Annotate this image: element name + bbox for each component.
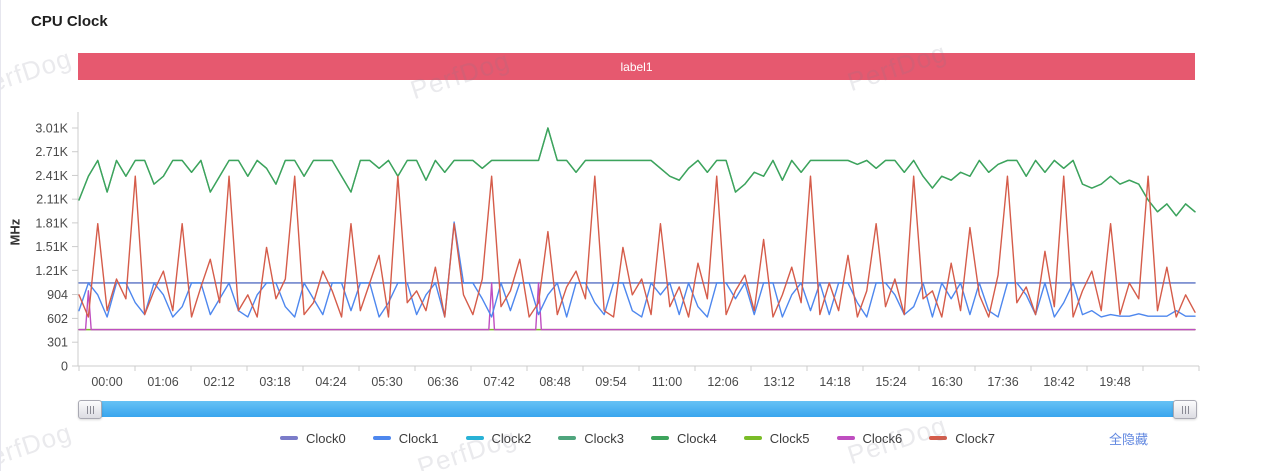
x-tick-label: 12:06 — [707, 375, 738, 389]
datazoom-slider[interactable] — [78, 400, 1197, 419]
legend-item-clock5[interactable]: Clock5 — [743, 430, 810, 446]
y-axis-title: MHz — [7, 218, 23, 246]
y-tick-label: 1.21K — [35, 264, 68, 278]
page-title: CPU Clock — [31, 13, 108, 30]
legend-item-clock1[interactable]: Clock1 — [372, 430, 439, 446]
x-tick-label: 05:30 — [371, 375, 402, 389]
legend-swatch-icon — [465, 436, 484, 440]
x-tick-label: 19:48 — [1099, 375, 1130, 389]
legend-swatch-icon — [280, 436, 298, 440]
x-tick-label: 14:18 — [819, 375, 850, 389]
x-tick-label: 01:06 — [147, 375, 178, 389]
datazoom-right-handle-icon[interactable] — [1173, 400, 1197, 419]
legend-item-clock2[interactable]: Clock2 — [465, 430, 532, 446]
label-banner-text: label1 — [620, 59, 653, 74]
y-tick-label: 1.51K — [35, 240, 68, 254]
legend-label: Clock2 — [491, 430, 532, 446]
x-tick-label: 04:24 — [315, 375, 346, 389]
datazoom-track[interactable] — [90, 401, 1185, 417]
x-tick-label: 18:42 — [1043, 375, 1074, 389]
legend-item-clock6[interactable]: Clock6 — [836, 430, 903, 446]
legend-label: Clock0 — [306, 430, 346, 446]
y-tick-label: 0 — [61, 360, 68, 374]
legend-label: Clock3 — [584, 430, 624, 446]
hide-all-link[interactable]: 全隐藏 — [1109, 432, 1149, 447]
legend-item-clock7[interactable]: Clock7 — [929, 431, 995, 446]
legend-label: Clock6 — [862, 430, 903, 446]
legend-swatch-icon — [372, 436, 391, 440]
x-tick-label: 09:54 — [595, 375, 626, 389]
legend-swatch-icon — [929, 436, 948, 440]
y-tick-label: 1.81K — [35, 216, 68, 230]
legend-item-clock0[interactable]: Clock0 — [280, 431, 346, 446]
legend-label: Clock5 — [769, 430, 810, 446]
y-tick-label: 3.01K — [35, 122, 68, 136]
datazoom-left-handle-icon[interactable] — [78, 400, 102, 419]
legend-swatch-icon — [651, 436, 669, 440]
x-tick-label: 03:18 — [259, 375, 290, 389]
legend-swatch-icon — [558, 436, 577, 440]
legend-swatch-icon — [836, 436, 855, 440]
x-tick-label: 17:36 — [987, 375, 1018, 389]
series-line-clock1 — [78, 221, 1196, 318]
legend-item-clock4[interactable]: Clock4 — [651, 431, 717, 446]
x-tick-label: 16:30 — [931, 375, 962, 389]
y-tick-label: 2.71K — [35, 145, 68, 159]
series-line-clock4 — [78, 127, 1196, 217]
x-tick-label: 11:00 — [652, 375, 682, 389]
y-tick-label: 2.11K — [36, 193, 68, 207]
y-tick-label: 2.41K — [35, 169, 68, 183]
x-tick-label: 07:42 — [483, 375, 514, 389]
series-line-clock7 — [78, 175, 1196, 318]
legend-swatch-icon — [743, 436, 762, 440]
y-tick-label: 904 — [47, 288, 68, 302]
x-tick-label: 06:36 — [427, 375, 458, 389]
x-tick-label: 13:12 — [763, 375, 794, 389]
x-tick-label: 08:48 — [539, 375, 570, 389]
x-tick-label: 02:12 — [203, 375, 234, 389]
legend: Clock0 Clock1 Clock2 Clock3 Clock4 Clock5 Cloc… — [78, 428, 1197, 448]
legend-label: Clock7 — [955, 430, 995, 446]
x-tick-label: 15:24 — [875, 375, 906, 389]
series-line-clock3 — [78, 127, 1196, 217]
legend-item-clock3[interactable]: Clock3 — [558, 431, 624, 446]
legend-label: Clock1 — [398, 430, 439, 446]
y-tick-label: 301 — [47, 336, 68, 350]
y-tick-label: 602 — [47, 312, 68, 326]
x-tick-label: 00:00 — [91, 375, 122, 389]
label-banner[interactable]: label1 — [78, 53, 1195, 80]
legend-label: Clock4 — [677, 430, 717, 446]
